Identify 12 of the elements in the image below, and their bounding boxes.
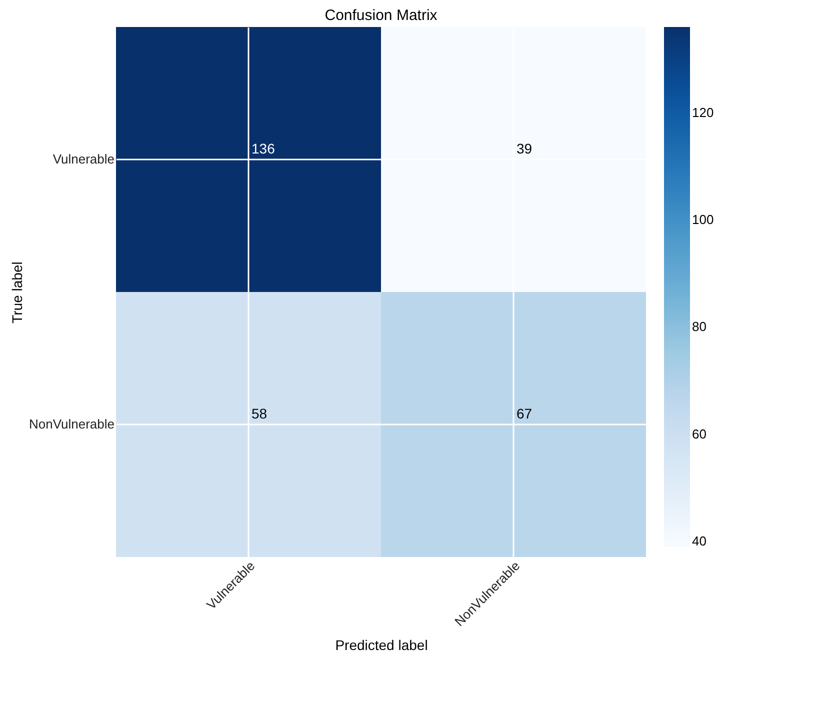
color-bar-label: 80	[692, 319, 706, 334]
color-bar-label: 100	[692, 212, 714, 227]
color-bar-label: 40	[692, 534, 706, 549]
y-axis-title: True label	[8, 262, 25, 324]
data-label: 67	[516, 406, 532, 422]
chart-title: Confusion Matrix	[324, 7, 438, 24]
data-label: 136	[252, 140, 276, 156]
data-label: 39	[516, 140, 532, 156]
color-bar-label: 60	[692, 426, 706, 442]
color-bar-label: 120	[692, 104, 714, 120]
x-axis-title: Predicted label	[335, 637, 428, 654]
data-label: 58	[252, 406, 268, 422]
